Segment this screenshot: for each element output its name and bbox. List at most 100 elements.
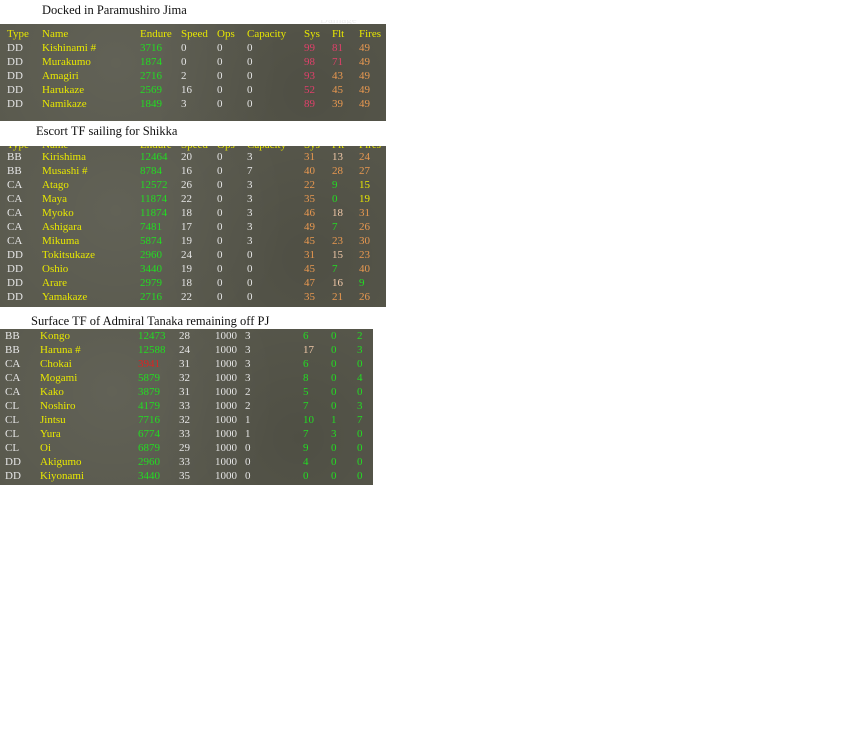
cell-sys: 49 [304,221,315,233]
cell-endure: 3716 [140,42,162,54]
cell-ops: 1000 [215,344,237,356]
ship-row[interactable]: BB Musashi # 8784 16 0 7 40 28 27 [0,164,386,178]
header-speed: Speed [181,28,208,40]
ship-row[interactable]: CA Kako 3879 31 1000 2 5 0 0 [0,385,373,399]
cell-fires: 49 [359,42,370,54]
cell-type: BB [7,165,22,177]
cell-endure: 7716 [138,414,160,426]
ship-row[interactable]: DD Harukaze 2569 16 0 0 52 45 49 [0,83,386,97]
cell-endure: 2716 [140,291,162,303]
cell-fires: 49 [359,98,370,110]
ship-row[interactable]: DD Namikaze 1849 3 0 0 89 39 49 [0,97,386,111]
cell-capacity: 3 [245,344,251,356]
cell-sys: 10 [303,414,314,426]
ship-row[interactable]: DD Arare 2979 18 0 0 47 16 9 [0,276,386,290]
ship-row[interactable]: DD Yamakaze 2716 22 0 0 35 21 26 [0,290,386,304]
cell-fires: 0 [357,470,363,482]
ship-row[interactable]: BB Haruna # 12588 24 1000 3 17 0 3 [0,343,373,357]
ship-row[interactable]: BB Kongo 12473 28 1000 3 6 0 2 [0,329,373,343]
cell-capacity: 3 [245,330,251,342]
ship-row[interactable]: DD Kiyonami 3440 35 1000 0 0 0 0 [0,469,373,483]
cell-fires: 15 [359,179,370,191]
cell-speed: 32 [179,414,190,426]
header-row[interactable]: Type Name Endure Speed Ops Capacity Sys Flt Fire… [0,27,386,41]
cell-flt: 0 [332,193,338,205]
cell-type: CL [5,442,20,454]
cell-sys: 89 [304,98,315,110]
cell-capacity: 7 [247,165,253,177]
header-flt: Flt [332,146,344,152]
cell-type: CL [5,428,20,440]
cell-speed: 18 [181,277,192,289]
cell-fires: 19 [359,193,370,205]
cell-capacity: 0 [247,98,253,110]
ship-row[interactable]: CA Maya 11874 22 0 3 35 0 19 [0,192,386,206]
cell-capacity: 3 [247,207,253,219]
cell-fires: 7 [357,414,363,426]
ship-row[interactable]: DD Murakumo 1874 0 0 0 98 71 49 [0,55,386,69]
cell-sys: 22 [304,179,315,191]
cell-sys: 40 [304,165,315,177]
cell-type: BB [5,344,20,356]
cell-flt: 39 [332,98,343,110]
cell-flt: 0 [331,456,337,468]
cell-name: Mikuma [42,235,80,247]
ship-row[interactable]: CA Chokai 3941 31 1000 3 6 0 0 [0,357,373,371]
cell-capacity: 0 [247,263,253,275]
cell-capacity: 0 [245,470,251,482]
header-row[interactable]: Type Name Endure Speed Ops Capacity Sys Flt Fire… [0,146,386,152]
cell-sys: 0 [303,470,309,482]
cell-name: Kako [40,386,64,398]
cell-fires: 49 [359,70,370,82]
cell-capacity: 0 [247,84,253,96]
cell-speed: 22 [181,193,192,205]
cell-name: Oshio [42,263,69,275]
ship-row[interactable]: CL Oi 6879 29 1000 0 9 0 0 [0,441,373,455]
ship-row[interactable]: CA Myoko 11874 18 0 3 46 18 31 [0,206,386,220]
cell-flt: 21 [332,291,343,303]
header-ops: Ops [217,28,235,40]
cell-name: Tokitsukaze [42,249,95,261]
cell-capacity: 3 [245,358,251,370]
ship-row[interactable]: DD Kishinami # 3716 0 0 0 99 81 49 [0,41,386,55]
cell-capacity: 0 [247,70,253,82]
ship-row[interactable]: DD Amagiri 2716 2 0 0 93 43 49 [0,69,386,83]
cell-endure: 12588 [138,344,166,356]
ship-row[interactable]: CA Mogami 5879 32 1000 3 8 0 4 [0,371,373,385]
cell-flt: 0 [331,330,337,342]
ship-row[interactable]: DD Oshio 3440 19 0 0 45 7 40 [0,262,386,276]
ship-row[interactable]: CL Noshiro 4179 33 1000 2 7 0 3 [0,399,373,413]
ship-row[interactable]: CA Mikuma 5874 19 0 3 45 23 30 [0,234,386,248]
cell-flt: 18 [332,207,343,219]
ship-row[interactable]: CA Atago 12572 26 0 3 22 9 15 [0,178,386,192]
cell-flt: 43 [332,70,343,82]
cell-flt: 1 [331,414,337,426]
cell-fires: 0 [357,358,363,370]
cell-ops: 1000 [215,414,237,426]
cell-sys: 6 [303,358,309,370]
cell-capacity: 3 [247,151,253,163]
ship-row[interactable]: CL Jintsu 7716 32 1000 1 10 1 7 [0,413,373,427]
ship-row[interactable]: DD Akigumo 2960 33 1000 0 4 0 0 [0,455,373,469]
panel-escort-tf: Type Name Endure Speed Ops Capacity Sys Flt Fire… [0,146,386,307]
cell-type: DD [7,249,23,261]
cell-name: Amagiri [42,70,79,82]
ship-row[interactable]: CA Ashigara 7481 17 0 3 49 7 26 [0,220,386,234]
ship-row[interactable]: CL Yura 6774 33 1000 1 7 3 0 [0,427,373,441]
cell-speed: 33 [179,400,190,412]
cell-ops: 1000 [215,400,237,412]
cell-ops: 1000 [215,330,237,342]
cell-name: Akigumo [40,456,82,468]
cell-endure: 4179 [138,400,160,412]
ship-row[interactable]: DD Tokitsukaze 2960 24 0 0 31 15 23 [0,248,386,262]
ship-row[interactable]: BB Kirishima 12464 20 0 3 31 13 24 [0,150,386,164]
cell-sys: 47 [304,277,315,289]
header-sys: Sys [304,146,320,152]
cell-name: Maya [42,193,68,205]
damage-header-label: Damage [320,14,357,26]
cell-flt: 0 [331,470,337,482]
cell-name: Harukaze [42,84,85,96]
cell-ops: 1000 [215,358,237,370]
header-type: Type [7,146,29,152]
cell-endure: 2979 [140,277,162,289]
